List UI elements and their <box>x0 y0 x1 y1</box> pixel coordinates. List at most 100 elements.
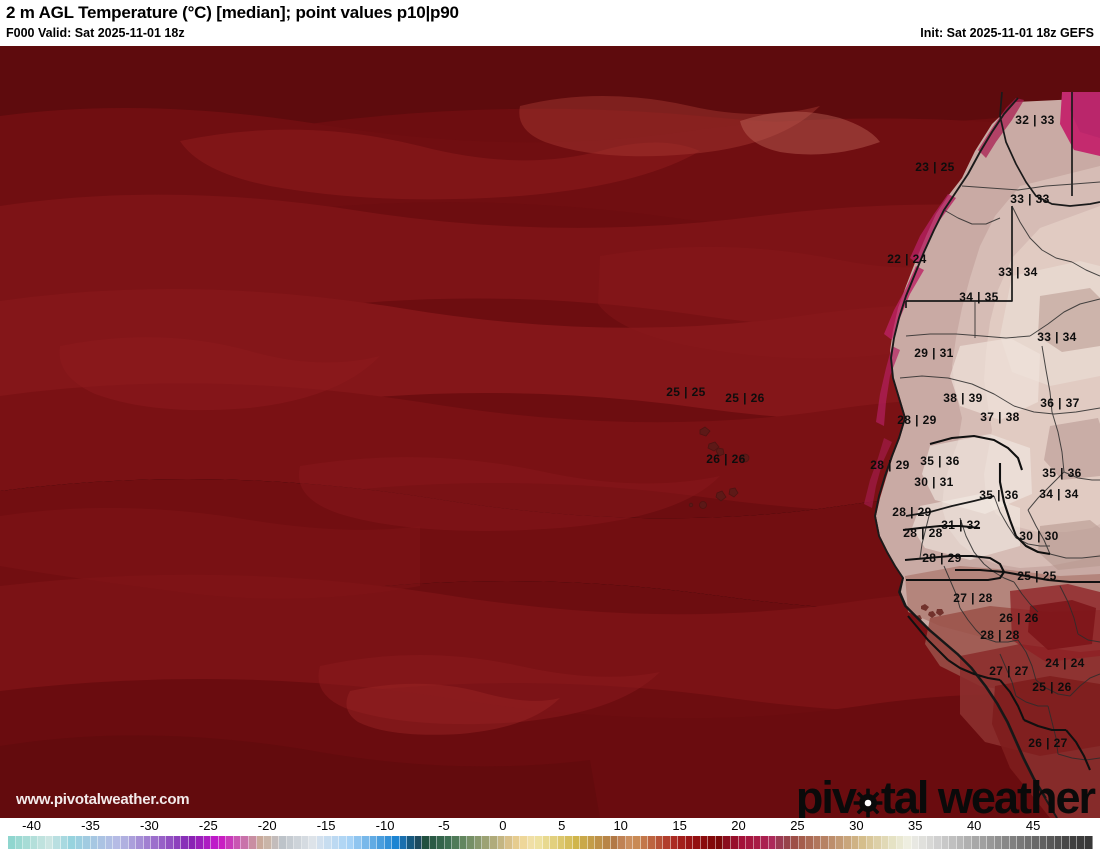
point-value-label: 28 | 29 <box>897 413 937 427</box>
colorbar-cell <box>331 836 340 849</box>
colorbar-cell <box>1069 836 1078 849</box>
colorbar-cell <box>1047 836 1055 849</box>
colorbar-cell <box>1024 836 1033 849</box>
colorbar-cell <box>467 836 475 849</box>
colorbar-cell <box>38 836 46 849</box>
colorbar-cell <box>610 836 619 849</box>
colorbar-cell <box>633 836 641 849</box>
colorbar-cell <box>896 836 905 849</box>
point-value-label: 28 | 29 <box>922 551 962 565</box>
colorbar-cell <box>859 836 867 849</box>
colorbar-cell <box>23 836 31 849</box>
colorbar-cell <box>490 836 498 849</box>
colorbar-cell <box>60 836 69 849</box>
colorbar-cell <box>572 836 581 849</box>
gear-icon <box>853 788 883 818</box>
point-value-label: 33 | 33 <box>1010 192 1050 206</box>
colorbar-cell <box>346 836 355 849</box>
colorbar-cell <box>761 836 769 849</box>
colorbar-cell <box>663 836 671 849</box>
colorbar-cell <box>53 836 61 849</box>
colorbar-cell <box>550 836 558 849</box>
colorbar-tick: 25 <box>790 818 805 833</box>
colorbar[interactable]: -40 -35 -30 -25 -20 -15 -10 -5 0 5 10 15 20 25 30 35 40 4… <box>0 818 1100 850</box>
brand-text-right: tal weather <box>880 772 1096 818</box>
colorbar-cell <box>392 836 400 849</box>
colorbar-cell <box>286 836 295 849</box>
colorbar-cell <box>294 836 302 849</box>
colorbar-cell <box>753 836 762 849</box>
map-canvas[interactable]: 32 | 33 23 | 25 33 | 33 22 | 24 33 | 34 34 | … <box>0 46 1100 818</box>
colorbar-cell <box>972 836 980 849</box>
colorbar-cell <box>324 836 332 849</box>
colorbar-tick: -30 <box>139 818 159 833</box>
colorbar-cell <box>866 836 875 849</box>
valid-time-label: F000 Valid: Sat 2025-11-01 18z <box>6 26 185 40</box>
point-value-label: 22 | 24 <box>887 252 927 266</box>
colorbar-cell <box>602 836 611 849</box>
colorbar-cell <box>203 836 212 849</box>
colorbar-cell <box>120 836 129 849</box>
colorbar-cell <box>279 836 287 849</box>
colorbar-cell <box>361 836 370 849</box>
colorbar-cell <box>851 836 860 849</box>
colorbar-cell <box>422 836 430 849</box>
colorbar-cell <box>226 836 234 849</box>
colorbar-cell <box>15 836 24 849</box>
colorbar-cell <box>68 836 76 849</box>
brand-text-left: piv <box>795 772 857 818</box>
colorbar-cell <box>1077 836 1085 849</box>
point-value-label: 28 | 29 <box>870 458 910 472</box>
point-value-label: 28 | 28 <box>980 628 1020 642</box>
site-url-watermark: www.pivotalweather.com <box>16 791 190 808</box>
colorbar-cell <box>98 836 106 849</box>
colorbar-cell <box>520 836 528 849</box>
colorbar-cell <box>505 836 513 849</box>
colorbar-cell <box>437 836 445 849</box>
colorbar-cell <box>136 836 144 849</box>
point-value-label: 25 | 25 <box>666 385 706 399</box>
colorbar-cell <box>565 836 573 849</box>
point-value-label: 37 | 38 <box>980 410 1020 424</box>
colorbar-cell <box>783 836 792 849</box>
colorbar-cell <box>693 836 701 849</box>
colorbar-cell <box>798 836 807 849</box>
colorbar-cell <box>1009 836 1018 849</box>
colorbar-tick: 5 <box>558 818 566 833</box>
colorbar-cell <box>512 836 521 849</box>
colorbar-cell <box>339 836 347 849</box>
colorbar-tick: 40 <box>966 818 982 833</box>
colorbar-cell <box>1062 836 1070 849</box>
colorbar-cell <box>128 836 137 849</box>
colorbar-cell <box>369 836 378 849</box>
colorbar-cell <box>211 836 219 849</box>
colorbar-cell <box>648 836 656 849</box>
colorbar-cell <box>919 836 927 849</box>
colorbar-cell <box>233 836 242 849</box>
colorbar-cell <box>196 836 204 849</box>
point-value-label: 33 | 34 <box>1037 330 1077 344</box>
colorbar-cell <box>843 836 852 849</box>
point-value-label: 25 | 25 <box>1017 569 1057 583</box>
colorbar-cell <box>181 836 189 849</box>
colorbar-cell <box>1002 836 1010 849</box>
colorbar-cell <box>249 836 257 849</box>
colorbar-cell <box>994 836 1003 849</box>
colorbar-cell <box>806 836 814 849</box>
point-value-label: 28 | 29 <box>892 505 932 519</box>
colorbar-cell <box>685 836 694 849</box>
point-value-label: 38 | 39 <box>943 391 983 405</box>
colorbar-cell <box>113 836 121 849</box>
point-value-label: 25 | 26 <box>725 391 765 405</box>
colorbar-cell <box>595 836 603 849</box>
colorbar-cell <box>1054 836 1063 849</box>
colorbar-cell <box>429 836 438 849</box>
colorbar-cell <box>746 836 754 849</box>
colorbar-cell <box>776 836 784 849</box>
colorbar-cell <box>459 836 468 849</box>
point-value-label: 34 | 35 <box>959 290 999 304</box>
colorbar-cell <box>889 836 897 849</box>
colorbar-cell <box>625 836 634 849</box>
colorbar-tick: -25 <box>198 818 218 833</box>
